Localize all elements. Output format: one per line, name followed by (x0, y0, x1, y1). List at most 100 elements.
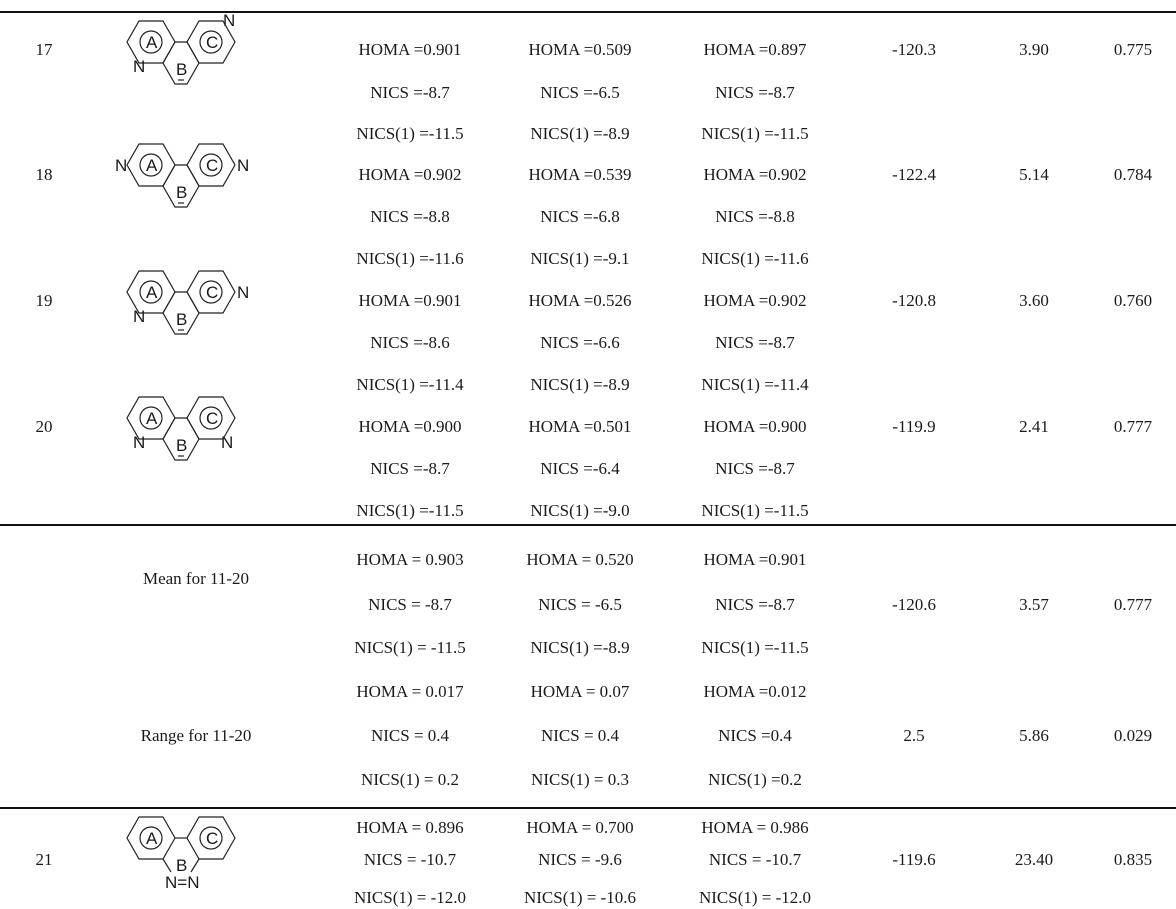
summary-divider-rule (0, 807, 1176, 809)
ring-label-a: A (146, 829, 158, 848)
ring-label-b: B (176, 856, 187, 875)
nitrogen-atom-label: N (237, 283, 249, 302)
ring-b-nics1: NICS(1) =-9.0 (530, 501, 630, 520)
ring-a-homa: HOMA =0.902 (358, 165, 462, 184)
ring-b-nics: NICS =-6.4 (540, 459, 620, 478)
value-column-1: 2.5 (903, 726, 925, 745)
structure-21: A C B N=N (115, 808, 305, 908)
ring-b-homa: HOMA = 0.520 (526, 550, 634, 569)
value-column-2: 5.86 (1019, 726, 1049, 745)
ring-c-nics: NICS =0.4 (718, 726, 792, 745)
compound-number: 21 (35, 850, 53, 869)
ring-b-nics1: NICS(1) =-8.9 (530, 638, 630, 657)
ring-b-homa: HOMA = 0.700 (526, 818, 634, 837)
ring-c-nics1: NICS(1) =-11.5 (701, 124, 809, 143)
value-column-2: 3.90 (1019, 40, 1049, 59)
compound-number: 20 (35, 417, 53, 436)
ring-a-nics1: NICS(1) = 0.2 (361, 770, 459, 789)
ring-c-nics1: NICS(1) =-11.6 (701, 249, 809, 268)
ring-c-nics1: NICS(1) =-11.5 (701, 638, 809, 657)
range-row-label: Range for 11-20 (140, 726, 252, 745)
ring-b-homa: HOMA =0.509 (528, 40, 632, 59)
structure-20: A C B N N (115, 388, 305, 498)
ring-c-homa: HOMA =0.902 (703, 165, 807, 184)
ring-b-nics1: NICS(1) =-8.9 (530, 124, 630, 143)
structure-19: A C B N N (115, 262, 305, 372)
value-column-3: 0.775 (1113, 40, 1153, 59)
table-top-rule (0, 11, 1176, 13)
ring-a-homa: HOMA = 0.017 (356, 682, 464, 701)
ring-c-nics1: NICS(1) =-11.4 (701, 375, 809, 394)
ring-a-nics1: NICS(1) =-11.5 (356, 501, 464, 520)
ring-b-nics: NICS = -6.5 (538, 595, 622, 614)
ring-c-homa: HOMA =0.897 (703, 40, 807, 59)
ring-c-nics: NICS =-8.7 (715, 595, 795, 614)
ring-label-b: B (176, 183, 187, 202)
ring-a-nics1: NICS(1) = -11.5 (354, 638, 466, 657)
value-column-2: 2.41 (1019, 417, 1049, 436)
ring-a-homa: HOMA = 0.903 (356, 550, 464, 569)
ring-label-a: A (146, 33, 158, 52)
ring-c-nics1: NICS(1) = -12.0 (698, 888, 812, 907)
ring-label-c: C (206, 829, 218, 848)
ring-a-homa: HOMA =0.900 (358, 417, 462, 436)
ring-b-nics: NICS =-6.5 (540, 83, 620, 102)
value-column-1: -120.8 (892, 291, 936, 310)
ring-label-b: B (176, 60, 187, 79)
ring-c-nics: NICS =-8.7 (715, 333, 795, 352)
ring-a-nics1: NICS(1) =-11.6 (356, 249, 464, 268)
value-column-2: 5.14 (1019, 165, 1049, 184)
ring-a-nics: NICS =-8.7 (370, 83, 450, 102)
ring-b-nics: NICS = 0.4 (540, 726, 620, 745)
ring-c-homa: HOMA = 0.986 (701, 818, 809, 837)
value-column-3: 0.760 (1113, 291, 1153, 310)
ring-label-c: C (206, 283, 218, 302)
group-divider-rule (0, 524, 1176, 526)
ring-b-homa: HOMA =0.526 (528, 291, 632, 310)
ring-a-nics1: NICS(1) =-11.5 (356, 124, 464, 143)
nitrogen-atom-label: N (237, 156, 249, 175)
ring-c-nics: NICS =-8.7 (715, 83, 795, 102)
nitrogen-atom-label: N (133, 307, 145, 326)
ring-b-nics1: NICS(1) =-8.9 (530, 375, 630, 394)
ring-c-homa: HOMA =0.901 (703, 550, 807, 569)
ring-label-c: C (206, 156, 218, 175)
compound-number: 18 (35, 165, 53, 184)
value-column-1: -120.6 (892, 595, 936, 614)
compound-number: 17 (35, 40, 53, 59)
value-column-3: 0.777 (1113, 595, 1153, 614)
structure-17: A C B N N (115, 11, 305, 122)
ring-a-nics: NICS = -10.7 (363, 850, 457, 869)
value-column-3: 0.777 (1113, 417, 1153, 436)
value-column-3: 0.835 (1113, 850, 1153, 869)
ring-c-homa: HOMA =0.902 (703, 291, 807, 310)
value-column-1: -122.4 (892, 165, 936, 184)
ring-label-b: B (176, 310, 187, 329)
value-column-3: 0.029 (1113, 726, 1153, 745)
ring-c-homa: HOMA =0.900 (703, 417, 807, 436)
ring-label-a: A (146, 283, 158, 302)
nitrogen-atom-label: N (133, 433, 145, 452)
ring-b-nics1: NICS(1) = 0.3 (531, 770, 629, 789)
ring-b-homa: HOMA =0.539 (528, 165, 632, 184)
ring-c-nics: NICS = -10.7 (708, 850, 802, 869)
ring-a-nics: NICS =-8.8 (370, 207, 450, 226)
nitrogen-atom-label: N (221, 433, 233, 452)
ring-a-homa: HOMA =0.901 (358, 40, 462, 59)
value-column-1: -119.9 (892, 417, 936, 436)
nitrogen-atom-label: N (133, 57, 145, 76)
structure-18: A C B N N (115, 135, 305, 245)
value-column-2: 3.57 (1019, 595, 1049, 614)
nitrogen-atom-label: N (223, 11, 235, 30)
ring-b-nics: NICS = -9.6 (538, 850, 622, 869)
value-column-3: 0.784 (1113, 165, 1153, 184)
ring-b-nics: NICS =-6.8 (540, 207, 620, 226)
ring-a-nics1: NICS(1) = -12.0 (353, 888, 467, 907)
ring-c-homa: HOMA =0.012 (703, 682, 807, 701)
ring-label-c: C (206, 33, 218, 52)
ring-label-b: B (176, 436, 187, 455)
ring-b-nics1: NICS(1) = -10.6 (523, 888, 637, 907)
ring-a-nics: NICS = -8.7 (368, 595, 452, 614)
ring-c-nics: NICS =-8.8 (715, 207, 795, 226)
ring-b-nics1: NICS(1) =-9.1 (530, 249, 630, 268)
